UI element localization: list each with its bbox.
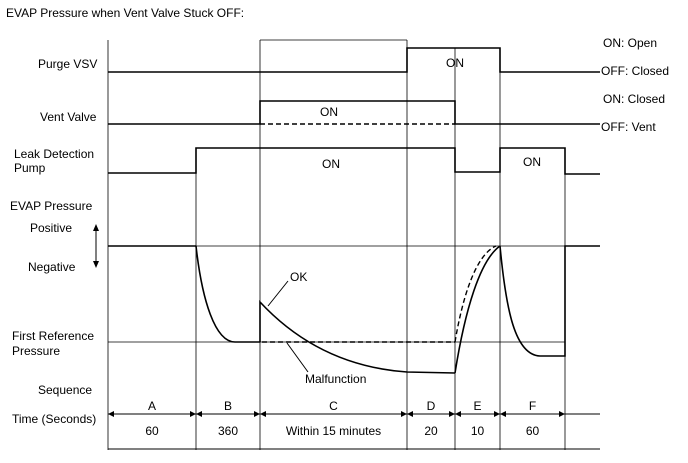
sequence-label: Sequence [38, 383, 92, 397]
sequence-arrowhead [108, 411, 114, 417]
positive-label: Positive [30, 221, 72, 235]
purge-vsv-signal [108, 47, 600, 73]
sequence-letter: B [224, 399, 232, 413]
vent-valve-signal [108, 100, 600, 125]
sequence-timeline: A 60 B 360 C Within 15 minutes D 20 E 10 F 60 [108, 399, 600, 450]
pump-f-on-label: ON [523, 155, 541, 169]
sequence-time: 60 [145, 424, 159, 438]
sequence-letter: F [529, 399, 536, 413]
row-labels: Purge VSV Vent Valve Leak Detection Pump… [10, 57, 97, 426]
vent-on-label: ON [320, 105, 338, 119]
sequence-time: Within 15 minutes [286, 424, 381, 438]
sequence-letter: D [427, 399, 436, 413]
sequence-arrowhead [254, 411, 260, 417]
pressure-c-ok-curve [259, 299, 456, 374]
sequence-arrowhead [455, 411, 461, 417]
sequence-arrowhead [500, 411, 506, 417]
pressure-e-rise-dashed [454, 245, 497, 343]
purge-on-label: ON [446, 56, 464, 70]
first-ref-label-1: First Reference [12, 329, 94, 343]
leak-pump-label-2: Pump [14, 161, 46, 175]
pressure-f-decay [499, 245, 600, 357]
sequence-time: 10 [471, 424, 485, 438]
pressure-direction-arrow [93, 224, 99, 268]
sequence-time: 60 [526, 424, 540, 438]
negative-label: Negative [28, 260, 76, 274]
sequence-arrowhead [401, 411, 407, 417]
evap-pressure-label: EVAP Pressure [10, 199, 93, 213]
sequence-letter: A [148, 399, 156, 413]
diagram-title: EVAP Pressure when Vent Valve Stuck OFF: [6, 6, 244, 20]
vent-off-vent-label: OFF: Vent [601, 120, 656, 134]
vent-valve-label: Vent Valve [40, 110, 97, 124]
sequence-arrowhead [559, 411, 565, 417]
purge-on-open-label: ON: Open [603, 36, 657, 50]
evap-pressure-curves [108, 245, 600, 374]
ok-leader [267, 280, 289, 307]
malfunction-label: Malfunction [305, 372, 366, 386]
ok-label: OK [290, 270, 307, 284]
sequence-time: 360 [218, 424, 238, 438]
pressure-e-rise-solid [454, 245, 501, 374]
sequence-arrowhead [260, 411, 266, 417]
sequence-arrowhead [494, 411, 500, 417]
sequence-arrowhead [407, 411, 413, 417]
sequence-letter: E [473, 399, 481, 413]
pump-on-label: ON [322, 157, 340, 171]
sequence-arrowhead [196, 411, 202, 417]
leak-pump-label-1: Leak Detection [14, 147, 94, 161]
purge-vsv-label: Purge VSV [38, 57, 97, 71]
sequence-letter: C [329, 399, 338, 413]
sequence-arrowhead [190, 411, 196, 417]
time-label: Time (Seconds) [12, 412, 96, 426]
first-ref-label-2: Pressure [12, 344, 60, 358]
sequence-time: 20 [424, 424, 438, 438]
state-legend: ON: Open OFF: Closed ON: Closed OFF: Ven… [601, 36, 669, 134]
sequence-arrowhead [449, 411, 455, 417]
vent-on-closed-label: ON: Closed [603, 92, 665, 106]
malfunction-leader [286, 342, 309, 373]
purge-off-closed-label: OFF: Closed [601, 64, 669, 78]
leak-pump-signal [108, 147, 600, 175]
pressure-b-decay [195, 245, 260, 343]
